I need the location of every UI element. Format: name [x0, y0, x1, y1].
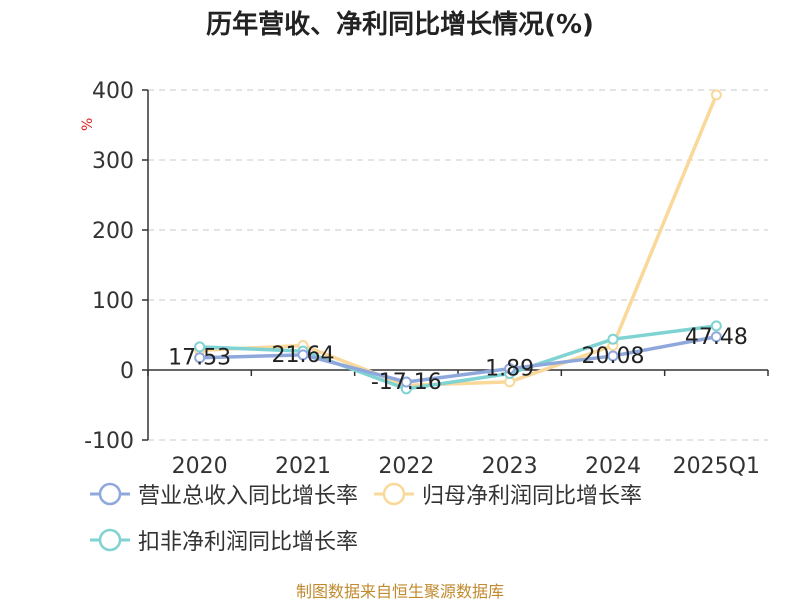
x-tick-label: 2024 — [585, 454, 641, 479]
data-point — [607, 350, 619, 362]
legend-label: 扣非净利润同比增长率 — [138, 530, 359, 555]
x-tick-label: 2025Q1 — [673, 454, 760, 479]
data-point — [400, 376, 412, 388]
source-note: 制图数据来自恒生聚源数据库 — [295, 582, 504, 601]
data-label: -17.16 — [371, 370, 442, 395]
grid-lines — [148, 89, 768, 441]
data-point — [194, 341, 206, 353]
data-point — [297, 349, 309, 361]
series-line — [199, 335, 717, 384]
x-tick-label: 2021 — [275, 454, 331, 479]
data-label: 1.89 — [485, 357, 534, 382]
data-label: 20.08 — [582, 344, 645, 369]
legend-label: 营业总收入同比增长率 — [138, 484, 359, 509]
y-axis-unit-label: % — [80, 118, 96, 131]
x-tick-label: 2020 — [172, 454, 228, 479]
chart-title: 历年营收、净利同比增长情况(%) — [206, 10, 594, 40]
legend-swatch-icon — [90, 528, 130, 552]
axes: -100 0 100 200 300 400 2020 2021 2022 2023 2024 202… — [84, 79, 769, 479]
legend-swatch-icon — [374, 482, 415, 506]
data-point — [710, 89, 722, 101]
data-label: 17.53 — [168, 346, 231, 371]
series-line — [199, 94, 718, 388]
data-point — [194, 352, 206, 364]
legend-swatch-icon — [90, 482, 130, 506]
data-point — [607, 333, 619, 345]
data-labels: 17.53 21.64 -17.16 1.89 20.08 47.48 — [168, 325, 748, 395]
legend-item[interactable]: 归母净利润同比增长率 — [372, 476, 642, 512]
y-tick-label: 200 — [92, 219, 134, 244]
y-tick-label: 100 — [92, 289, 134, 314]
legend: 营业总收入同比增长率 归母净利润同比增长率扣非净利润同比增长率 — [88, 476, 768, 558]
y-tick-label: 400 — [92, 79, 134, 104]
legend-label: 归母净利润同比增长率 — [422, 484, 643, 509]
series-line — [199, 324, 717, 391]
y-tick-label: 300 — [92, 149, 134, 174]
x-tick-label: 2023 — [482, 454, 538, 479]
legend-item[interactable]: 营业总收入同比增长率 — [88, 476, 358, 512]
data-label: 47.48 — [685, 325, 748, 350]
data-point — [710, 331, 722, 343]
legend-item[interactable]: 扣非净利润同比增长率 — [88, 522, 754, 558]
x-tick-label: 2022 — [378, 454, 434, 479]
y-tick-label: -100 — [84, 429, 134, 454]
y-tick-label: 0 — [120, 359, 134, 384]
data-point — [504, 363, 516, 375]
data-label: 21.64 — [272, 343, 335, 368]
data-point — [710, 320, 722, 332]
series-lines — [194, 89, 722, 395]
